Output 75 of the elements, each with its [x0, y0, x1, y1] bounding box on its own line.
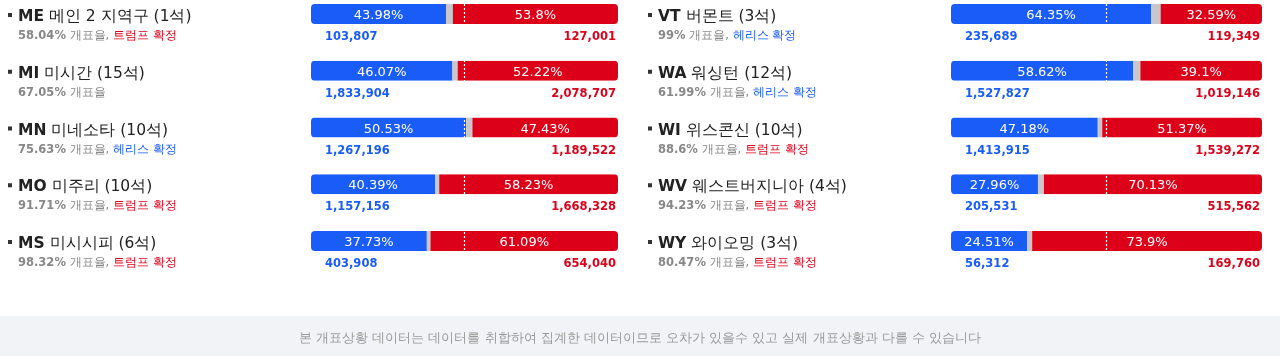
- annotation: 1,668,328: [551, 199, 616, 214]
- data-label: 52.22%: [513, 63, 563, 79]
- data-label: 51.37%: [1157, 120, 1207, 136]
- text: 169,760: [1207, 256, 1260, 270]
- y-tick-label: WV 웨스트버지니아 (4석): [658, 177, 847, 196]
- text: 99% 개표율, 헤리스 확정: [658, 28, 797, 42]
- text: 98.32% 개표율, 트럼프 확정: [18, 255, 177, 269]
- data-label: 50.53%: [363, 120, 414, 136]
- bar: [1037, 174, 1044, 195]
- text: 본 개표상황 데이터는 데이터를 취합하여 집계한 데이터이므로 오차가 있을수 있고 실제 개표상황과 다를 수 있습니다: [299, 330, 981, 345]
- bar: [951, 4, 1152, 24]
- data-label: 70.13%: [1128, 177, 1178, 193]
- y-tick-label: MI 미시간 (15석): [18, 63, 145, 82]
- data-label: 58.23%: [503, 177, 554, 193]
- data-label: 53.8%: [514, 7, 557, 22]
- text: 61.99% 개표율, 헤리스 확정: [658, 84, 817, 99]
- y-tick-label: MN 미네소타 (10석): [18, 120, 169, 139]
- data-label: 39.1%: [1180, 63, 1222, 79]
- bar: [452, 4, 618, 24]
- data-label: 73.9%: [1126, 234, 1168, 249]
- bar: [1151, 4, 1161, 24]
- annotation: 2,078,707: [551, 85, 616, 100]
- data-label: 43.98%: [353, 7, 404, 22]
- bar: [466, 117, 473, 138]
- annotation: 515,562: [1207, 199, 1260, 214]
- text: 58.04% 개표율, 트럼프 확정: [18, 28, 177, 42]
- annotation: 1,157,156: [325, 199, 390, 214]
- annotation: 127,001: [563, 29, 616, 43]
- bar: [430, 231, 618, 251]
- bar: [311, 231, 427, 251]
- y-tick-label: WA 워싱턴 (12석): [658, 63, 793, 82]
- annotation: 103,807: [325, 29, 378, 43]
- annotation: 1,189,522: [551, 142, 616, 157]
- y-tick-label: WI 위스콘신 (10석): [658, 120, 803, 139]
- annotation: 235,689: [965, 29, 1018, 43]
- y-tick-label: WY 와이오밍 (3석): [658, 234, 799, 252]
- bar: [1032, 231, 1262, 251]
- data-label: 47.18%: [999, 120, 1050, 136]
- text: 88.6% 개표율, 트럼프 확정: [658, 141, 809, 156]
- bar: [452, 60, 458, 81]
- annotation: 1,527,827: [965, 85, 1030, 100]
- text: 654,040: [563, 256, 616, 270]
- text: 94.23% 개표율, 트럼프 확정: [658, 198, 817, 213]
- bar: [446, 4, 453, 24]
- annotation: 1,539,272: [1195, 142, 1260, 157]
- annotation: 1,413,915: [965, 142, 1030, 157]
- data-label: 27.96%: [969, 177, 1020, 193]
- y-tick-label: MO 미주리 (10석): [18, 177, 153, 196]
- data-label: 32.59%: [1186, 7, 1237, 22]
- bar: [1027, 231, 1033, 251]
- text: 91.71% 개표율, 트럼프 확정: [18, 198, 177, 213]
- data-label: 47.43%: [520, 120, 570, 136]
- y-tick-label: ME 메인 2 지역구 (1석): [18, 7, 192, 25]
- data-label: 37.73%: [344, 234, 394, 249]
- bar: [311, 4, 447, 24]
- annotation: 119,349: [1207, 29, 1260, 43]
- data-label: 24.51%: [964, 234, 1014, 249]
- bar: [1043, 174, 1262, 195]
- text: 75.63% 개표율, 헤리스 확정: [18, 141, 177, 156]
- data-label: 61.09%: [499, 234, 550, 249]
- annotation: 1,267,196: [325, 142, 390, 157]
- annotation: 1,019,146: [1195, 85, 1260, 100]
- text: 56,312: [965, 256, 1010, 270]
- y-tick-label: VT 버몬트 (3석): [658, 7, 777, 25]
- data-label: 46.07%: [356, 63, 407, 79]
- bar: [1133, 60, 1141, 81]
- annotation: 1,833,904: [325, 85, 390, 100]
- y-tick-label: MS 미시시피 (6석): [18, 234, 157, 252]
- text: 80.47% 개표율, 트럼프 확정: [658, 255, 817, 269]
- text: 67.05% 개표율: [18, 84, 106, 99]
- data-label: 58.62%: [1017, 63, 1067, 79]
- text: 403,908: [325, 256, 378, 270]
- annotation: 205,531: [965, 199, 1018, 214]
- data-label: 64.35%: [1026, 7, 1076, 22]
- data-label: 40.39%: [348, 177, 398, 193]
